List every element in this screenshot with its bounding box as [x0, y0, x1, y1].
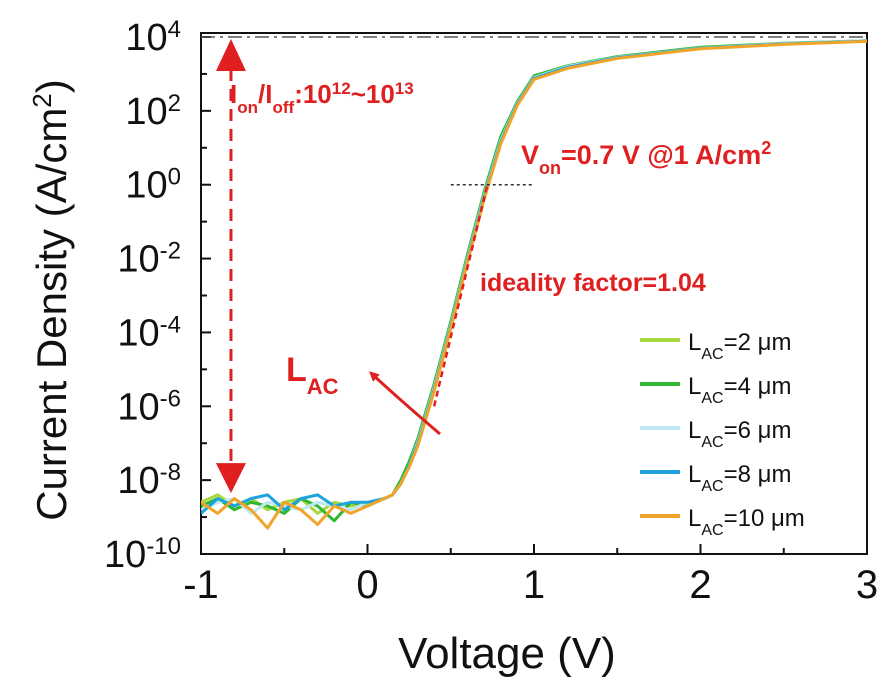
- y-tick-labels: 104 102 100 10-2 10-4 10-6 10-8 10-10: [104, 16, 181, 577]
- x-tick-label: 0: [356, 563, 378, 607]
- y-tick-label: 10-4: [117, 311, 181, 355]
- series-group: [201, 39, 867, 530]
- lac-arrow: [369, 371, 441, 436]
- x-tick-label: -1: [183, 563, 219, 607]
- arrowhead-up-icon: [215, 39, 246, 71]
- y-tick-label: 100: [125, 163, 181, 207]
- y-tick-label: 10-10: [104, 533, 181, 577]
- legend-label: LAC=6 μm: [688, 417, 791, 451]
- y-tick-label: 104: [125, 16, 181, 60]
- y-axis-title: Current Density (A/cm2): [27, 79, 75, 521]
- legend-label: LAC=4 μm: [688, 373, 791, 407]
- von-label: Von=0.7 V @1 A/cm2: [521, 138, 771, 178]
- legend: LAC=2 μm LAC=4 μm LAC=6 μm LAC=8 μm LAC=10 μ…: [640, 329, 805, 539]
- y-tick-label: 102: [125, 89, 181, 133]
- x-tick-label: 3: [856, 563, 878, 607]
- x-tick-labels: -1 0 1 2 3: [183, 563, 878, 607]
- series-line-5: [201, 39, 867, 530]
- x-tick-label: 1: [523, 563, 545, 607]
- legend-label: LAC=8 μm: [688, 461, 791, 495]
- legend-label: LAC=2 μm: [688, 329, 791, 363]
- ion-ioff-label: Ion/Ioff:1012~1013: [230, 79, 414, 117]
- y-tick-label: 10-6: [117, 385, 181, 429]
- ideality-label: ideality factor=1.04: [480, 269, 706, 297]
- y-tick-label: 10-2: [117, 237, 181, 281]
- arrowhead-down-icon: [215, 463, 246, 494]
- ideality-dashed-line: [432, 184, 489, 407]
- legend-label: LAC=10 μm: [688, 505, 805, 539]
- x-axis-title: Voltage (V): [398, 629, 616, 678]
- x-tick-label: 2: [689, 563, 711, 607]
- y-tick-label: 10-8: [117, 459, 181, 503]
- lac-label: LAC: [286, 351, 339, 399]
